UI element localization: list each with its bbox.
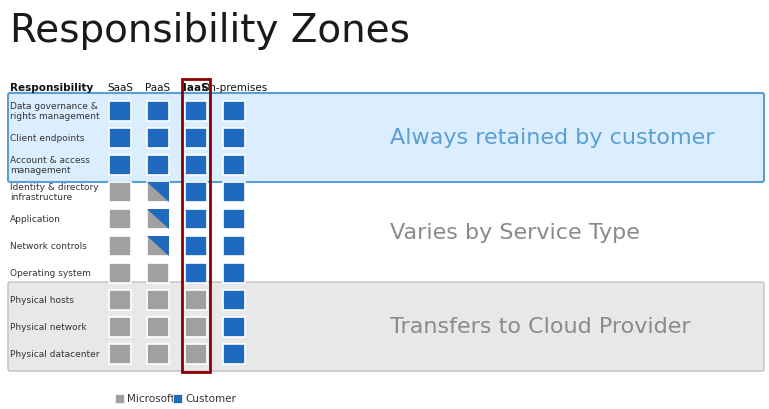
Text: SaaS: SaaS bbox=[107, 83, 133, 93]
Bar bbox=[109, 236, 131, 256]
Bar bbox=[185, 209, 207, 229]
Bar bbox=[109, 101, 131, 121]
Text: Customer: Customer bbox=[185, 393, 236, 404]
FancyBboxPatch shape bbox=[8, 282, 764, 371]
Text: Always retained by customer: Always retained by customer bbox=[390, 128, 714, 148]
Text: Operating system: Operating system bbox=[10, 268, 91, 277]
Bar bbox=[109, 128, 131, 148]
Polygon shape bbox=[147, 182, 169, 202]
Text: On-premises: On-premises bbox=[201, 83, 267, 93]
Bar bbox=[115, 394, 124, 403]
Text: Account & access
management: Account & access management bbox=[10, 155, 90, 175]
Text: PaaS: PaaS bbox=[145, 83, 171, 93]
Bar bbox=[147, 128, 169, 148]
Bar bbox=[185, 290, 207, 310]
Bar bbox=[147, 290, 169, 310]
Bar bbox=[185, 317, 207, 337]
Bar bbox=[109, 209, 131, 229]
Text: Physical datacenter: Physical datacenter bbox=[10, 349, 99, 358]
Bar bbox=[147, 236, 169, 256]
Bar bbox=[182, 80, 210, 372]
Bar bbox=[223, 155, 245, 175]
Text: Application: Application bbox=[10, 214, 61, 223]
Text: Network controls: Network controls bbox=[10, 241, 87, 250]
Bar bbox=[223, 344, 245, 364]
Bar bbox=[109, 290, 131, 310]
Bar bbox=[147, 317, 169, 337]
Bar bbox=[109, 155, 131, 175]
Text: Microsoft: Microsoft bbox=[127, 393, 175, 404]
Bar bbox=[185, 101, 207, 121]
Text: IaaS: IaaS bbox=[183, 83, 209, 93]
Text: Responsibility: Responsibility bbox=[10, 83, 93, 93]
Bar bbox=[223, 128, 245, 148]
Bar bbox=[223, 290, 245, 310]
Bar bbox=[185, 155, 207, 175]
Bar bbox=[109, 344, 131, 364]
Text: Identity & directory
infrastructure: Identity & directory infrastructure bbox=[10, 182, 98, 202]
Bar bbox=[223, 317, 245, 337]
Bar bbox=[147, 263, 169, 283]
Bar bbox=[223, 236, 245, 256]
Bar bbox=[185, 128, 207, 148]
Text: Physical network: Physical network bbox=[10, 322, 87, 331]
Text: Transfers to Cloud Provider: Transfers to Cloud Provider bbox=[390, 317, 691, 337]
Text: Client endpoints: Client endpoints bbox=[10, 134, 85, 143]
Text: Data governance &
rights management: Data governance & rights management bbox=[10, 101, 100, 121]
Bar bbox=[147, 155, 169, 175]
FancyBboxPatch shape bbox=[8, 94, 764, 182]
Bar bbox=[147, 182, 169, 202]
Bar bbox=[147, 209, 169, 229]
Bar bbox=[147, 344, 169, 364]
Bar bbox=[185, 263, 207, 283]
Text: Responsibility Zones: Responsibility Zones bbox=[10, 12, 410, 50]
Bar bbox=[185, 344, 207, 364]
Bar bbox=[223, 182, 245, 202]
Text: Varies by Service Type: Varies by Service Type bbox=[390, 222, 640, 243]
Bar bbox=[185, 236, 207, 256]
Bar bbox=[223, 101, 245, 121]
Bar bbox=[109, 263, 131, 283]
Bar bbox=[147, 101, 169, 121]
Polygon shape bbox=[147, 209, 169, 229]
Bar bbox=[109, 182, 131, 202]
Text: Physical hosts: Physical hosts bbox=[10, 295, 74, 304]
Bar bbox=[109, 317, 131, 337]
Bar bbox=[173, 394, 182, 403]
Bar bbox=[223, 263, 245, 283]
Polygon shape bbox=[147, 236, 169, 256]
Bar bbox=[185, 182, 207, 202]
Bar bbox=[223, 209, 245, 229]
